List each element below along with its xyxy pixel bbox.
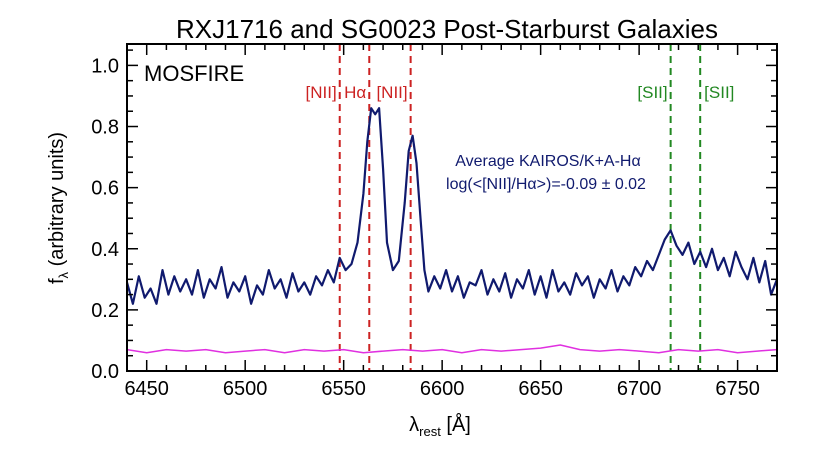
x-tick-label: 6600 xyxy=(420,378,465,400)
x-axis-label-unit: [Å] xyxy=(441,413,471,436)
x-axis-label: λrest [Å] xyxy=(409,413,471,439)
emission-line-label: [NII] xyxy=(306,83,337,102)
emission-line-label: [SII] xyxy=(704,83,734,102)
y-tick-label: 0.6 xyxy=(91,178,119,200)
y-axis-label-unit: (arbitrary units) xyxy=(46,132,68,272)
y-axis-label: fλ (arbitrary units) xyxy=(46,132,71,284)
chart-title: RXJ1716 and SG0023 Post-Starburst Galaxi… xyxy=(176,14,718,44)
x-tick-label: 6650 xyxy=(518,378,563,400)
svg-text:fλ (arbitrary units): fλ (arbitrary units) xyxy=(46,132,71,284)
plot-frame xyxy=(126,43,778,372)
y-tick-label: 1.0 xyxy=(91,55,119,77)
y-tick-label: 0.0 xyxy=(91,361,119,383)
y-tick-label: 0.4 xyxy=(91,239,119,261)
x-tick-label: 6550 xyxy=(321,378,366,400)
spectrum-series-line xyxy=(125,107,779,305)
x-axis-label-main: λ xyxy=(409,414,419,436)
emission-line-label: [SII] xyxy=(637,83,667,102)
x-tick-label: 6750 xyxy=(715,378,760,400)
instrument-label: MOSFIRE xyxy=(144,61,244,86)
y-axis-label-sub: λ xyxy=(56,271,71,278)
x-tick-label: 6700 xyxy=(617,378,662,400)
y-tick-label: 0.8 xyxy=(91,117,119,139)
annotation-line-2: log(<[NII]/Hα>)=-0.09 ± 0.02 xyxy=(446,176,646,193)
error-series-line xyxy=(126,344,778,354)
x-tick-label: 6500 xyxy=(223,378,268,400)
emission-line-label: Hα xyxy=(344,83,366,102)
x-tick-label: 6450 xyxy=(124,378,169,400)
svg-text:λrest [Å]: λrest [Å] xyxy=(409,413,471,439)
y-tick-label: 0.2 xyxy=(91,300,119,322)
emission-line-label: [NII] xyxy=(376,83,407,102)
annotation-line-1: Average KAIROS/K+A-Hα xyxy=(455,153,640,170)
x-axis-label-sub: rest xyxy=(419,424,441,439)
y-axis-label-main: f xyxy=(46,278,68,284)
